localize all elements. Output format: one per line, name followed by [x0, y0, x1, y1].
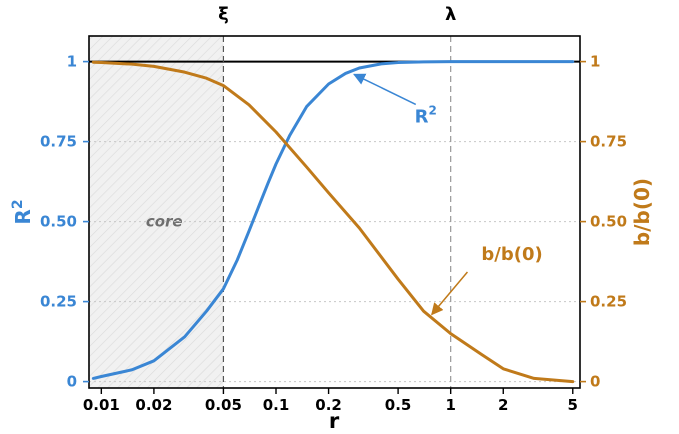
y-right-tick-label: 1: [590, 53, 600, 71]
series-b-line: [91, 60, 575, 384]
y-left-tick-label: 0.25: [40, 293, 77, 311]
frame-layer: [88, 35, 581, 389]
y-right-tick-label: 0.50: [590, 213, 627, 231]
y-right-tick-label: 0.75: [590, 133, 627, 151]
x-tick-label: 0.1: [263, 396, 290, 414]
x-tick-label: 2: [498, 396, 508, 414]
y-left-tick-label: 0.75: [40, 133, 77, 151]
annotation-b-label: b/b(0): [481, 244, 542, 265]
ticks-layer: 0.01 0.02 0.05 0.1 0.2 0.5 1 2 500.250.500.75100…: [40, 53, 627, 414]
annotation-r2-arrow: [353, 73, 417, 106]
x-tick-label: 1: [445, 396, 455, 414]
x-tick-label: 0.5: [385, 396, 412, 414]
top-marker-label: ξ: [218, 4, 229, 25]
annotation-b-arrow: [431, 271, 469, 316]
plot-frame: [88, 35, 581, 389]
y-left-tick-label: 0: [67, 373, 77, 391]
y-right-tick-label: 0.25: [590, 293, 627, 311]
x-tick-label: 0.02: [135, 396, 172, 414]
top-marker-label: λ: [445, 4, 456, 25]
y-right-tick-label: 0: [590, 373, 600, 391]
x-tick-label: 0.05: [205, 396, 242, 414]
x-axis-title: r: [329, 409, 340, 433]
y-left-axis-title: R2: [10, 199, 35, 224]
core-region: [89, 36, 224, 388]
series-layer: [91, 60, 575, 384]
core-region-layer: core: [89, 36, 224, 388]
y-left-tick-label: 0.50: [40, 213, 77, 231]
y-right-axis-title: b/b(0): [630, 178, 654, 246]
y-left-axis-title-sup: 2: [10, 199, 26, 209]
x-tick-label: 0.01: [83, 396, 120, 414]
y-left-axis-title-base: R: [11, 209, 35, 224]
annotations-layer: R2 b/b(0): [353, 73, 543, 316]
annotation-r2-label: R2: [415, 103, 437, 127]
series-r2-line: [91, 60, 575, 380]
x-tick-label: 0.2: [315, 396, 342, 414]
y-left-tick-label: 1: [67, 53, 77, 71]
x-tick-label: 5: [568, 396, 578, 414]
